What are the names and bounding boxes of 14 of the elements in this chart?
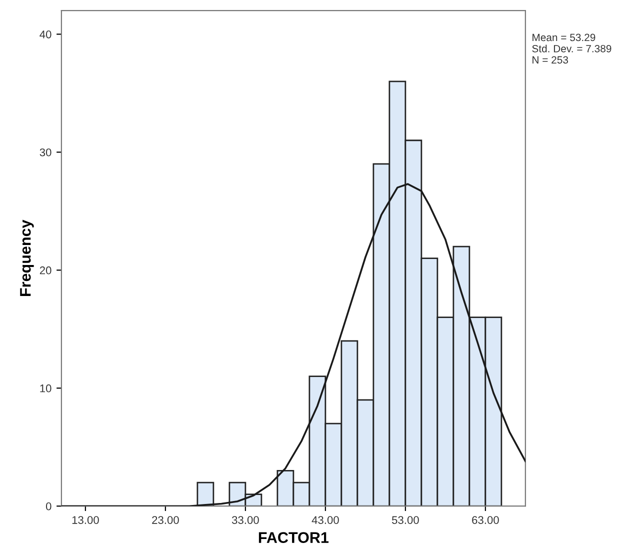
x-tick-label: 13.00 [72,516,99,524]
x-tick-label: 33.00 [232,516,259,524]
x-axis-title: FACTOR1 [258,532,329,543]
text: Mean = 53.29 Std. Dev. = 7.389 N = 253 [532,34,612,64]
x-tick-label: 63.00 [472,516,499,524]
y-axis-title: Frequency [20,220,34,296]
y-tick-label: 0 [46,502,52,510]
y-tick-label: 30 [40,148,52,156]
x-tick-label: 53.00 [392,516,419,524]
y-tick-label: 20 [40,266,52,274]
x-tick-label: 23.00 [152,516,179,524]
y-tick-label: 40 [40,30,52,38]
x-tick-label: 43.00 [312,516,339,524]
y-tick-label: 10 [40,384,52,392]
